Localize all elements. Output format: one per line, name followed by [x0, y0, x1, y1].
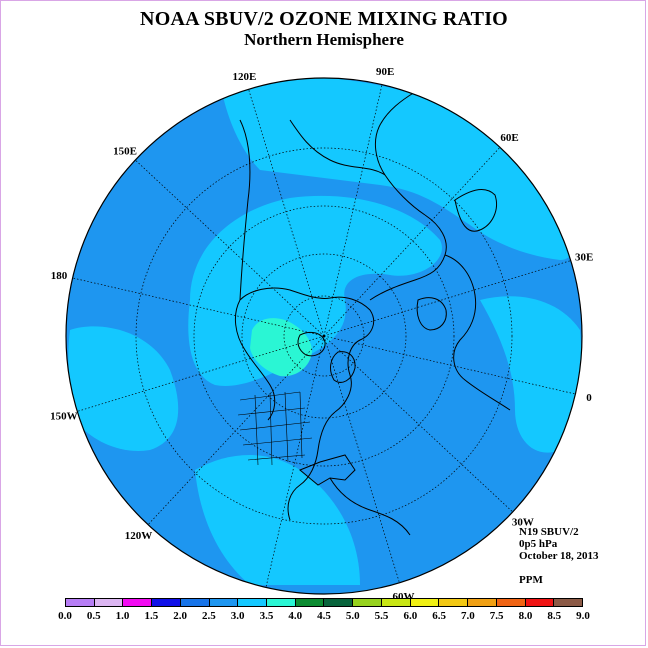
colorbar-tick-label: 7.5 [489, 610, 504, 622]
longitude-label: 120W [125, 530, 153, 542]
colorbar-swatch [66, 599, 95, 606]
colorbar-tick-label: 7.0 [461, 610, 475, 622]
colorbar-swatch [324, 599, 354, 606]
longitude-label: 30E [575, 251, 593, 263]
colorbar-swatch [123, 599, 153, 606]
colorbar-swatch [180, 599, 210, 606]
colorbar-tick-label: 2.5 [202, 610, 216, 622]
date-label: October 18, 2013 [519, 550, 599, 562]
pressure-level-label: 0p5 hPa [519, 538, 558, 550]
meridian-line [323, 335, 576, 395]
colorbar-swatch [267, 599, 296, 606]
longitude-label: 150W [50, 411, 78, 423]
colorbar-swatch [410, 599, 440, 606]
meridian-line [265, 335, 325, 588]
longitude-label: 30W [512, 517, 534, 529]
colorbar-swatch [554, 599, 582, 606]
colorbar-tick-label: 1.5 [144, 610, 159, 622]
colorbar-swatch [94, 599, 124, 606]
meridian-line [248, 89, 325, 337]
colorbar-swatch [295, 599, 325, 606]
meridian-line [135, 159, 325, 337]
ozone-band-south [195, 455, 360, 585]
colorbar-swatch [209, 599, 239, 606]
colorbar-swatch [353, 599, 382, 606]
colorbar-swatch [439, 599, 469, 606]
colorbar-tick-label: 0.0 [58, 610, 72, 622]
colorbar-swatch [496, 599, 526, 606]
meridian-line [323, 84, 383, 337]
longitude-label: 90E [376, 66, 394, 78]
meridian-line [147, 335, 325, 525]
meridian-line [323, 260, 571, 337]
page-title: NOAA SBUV/2 OZONE MIXING RATIO [140, 8, 508, 30]
longitude-label: 150E [113, 145, 137, 157]
colorbar-labels: 0.0 0.5 1.0 1.5 2.0 2.5 3.0 3.5 4.0 4.5 5.0 5.5 6.0 6… [0, 610, 648, 624]
unit-label: PPM [519, 574, 543, 586]
page-subtitle: Northern Hemisphere [244, 30, 404, 49]
colorbar-tick-label: 1.0 [115, 610, 130, 622]
colorbar-tick-label: 0.5 [86, 610, 101, 622]
meridian-line [323, 335, 400, 583]
colorbar-swatch [238, 599, 268, 606]
colorbar-swatch [381, 599, 411, 606]
colorbar-swatch [468, 599, 497, 606]
colorbar-tick-label: 5.5 [374, 610, 389, 622]
colorbar-tick-label: 2.0 [173, 610, 187, 622]
longitude-label: 0 [586, 392, 592, 404]
longitude-label: 180 [51, 270, 68, 282]
colorbar-tick-label: 6.0 [403, 610, 418, 622]
ozone-max-area [250, 318, 312, 377]
colorbar-tick-label: 4.5 [317, 610, 331, 622]
satellite-label: N19 SBUV/2 [519, 526, 579, 538]
colorbar [65, 598, 583, 607]
colorbar-tick-label: 6.5 [432, 610, 446, 622]
ozone-band-west [68, 326, 179, 451]
colorbar-tick-label: 8.0 [518, 610, 533, 622]
meridian-line [323, 147, 501, 337]
us-state-borders [237, 391, 313, 466]
longitude-label: 60E [500, 132, 518, 144]
colorbar-swatch [152, 599, 181, 606]
colorbar-tick-label: 8.5 [547, 610, 562, 622]
colorbar-tick-label: 4.0 [288, 610, 303, 622]
colorbar-tick-label: 9.0 [576, 610, 590, 622]
ozone-band-upper [220, 78, 574, 260]
coastlines [234, 91, 511, 536]
colorbar-swatch [525, 599, 555, 606]
longitude-label: 120E [233, 71, 257, 83]
colorbar-tick-label: 3.5 [259, 610, 274, 622]
map-boundary [65, 77, 583, 595]
ozone-band-east [480, 296, 582, 453]
meridian-line [72, 277, 325, 337]
colorbar-tick-label: 3.0 [230, 610, 245, 622]
colorbar-tick-label: 5.0 [345, 610, 360, 622]
meridian-line [77, 335, 325, 412]
